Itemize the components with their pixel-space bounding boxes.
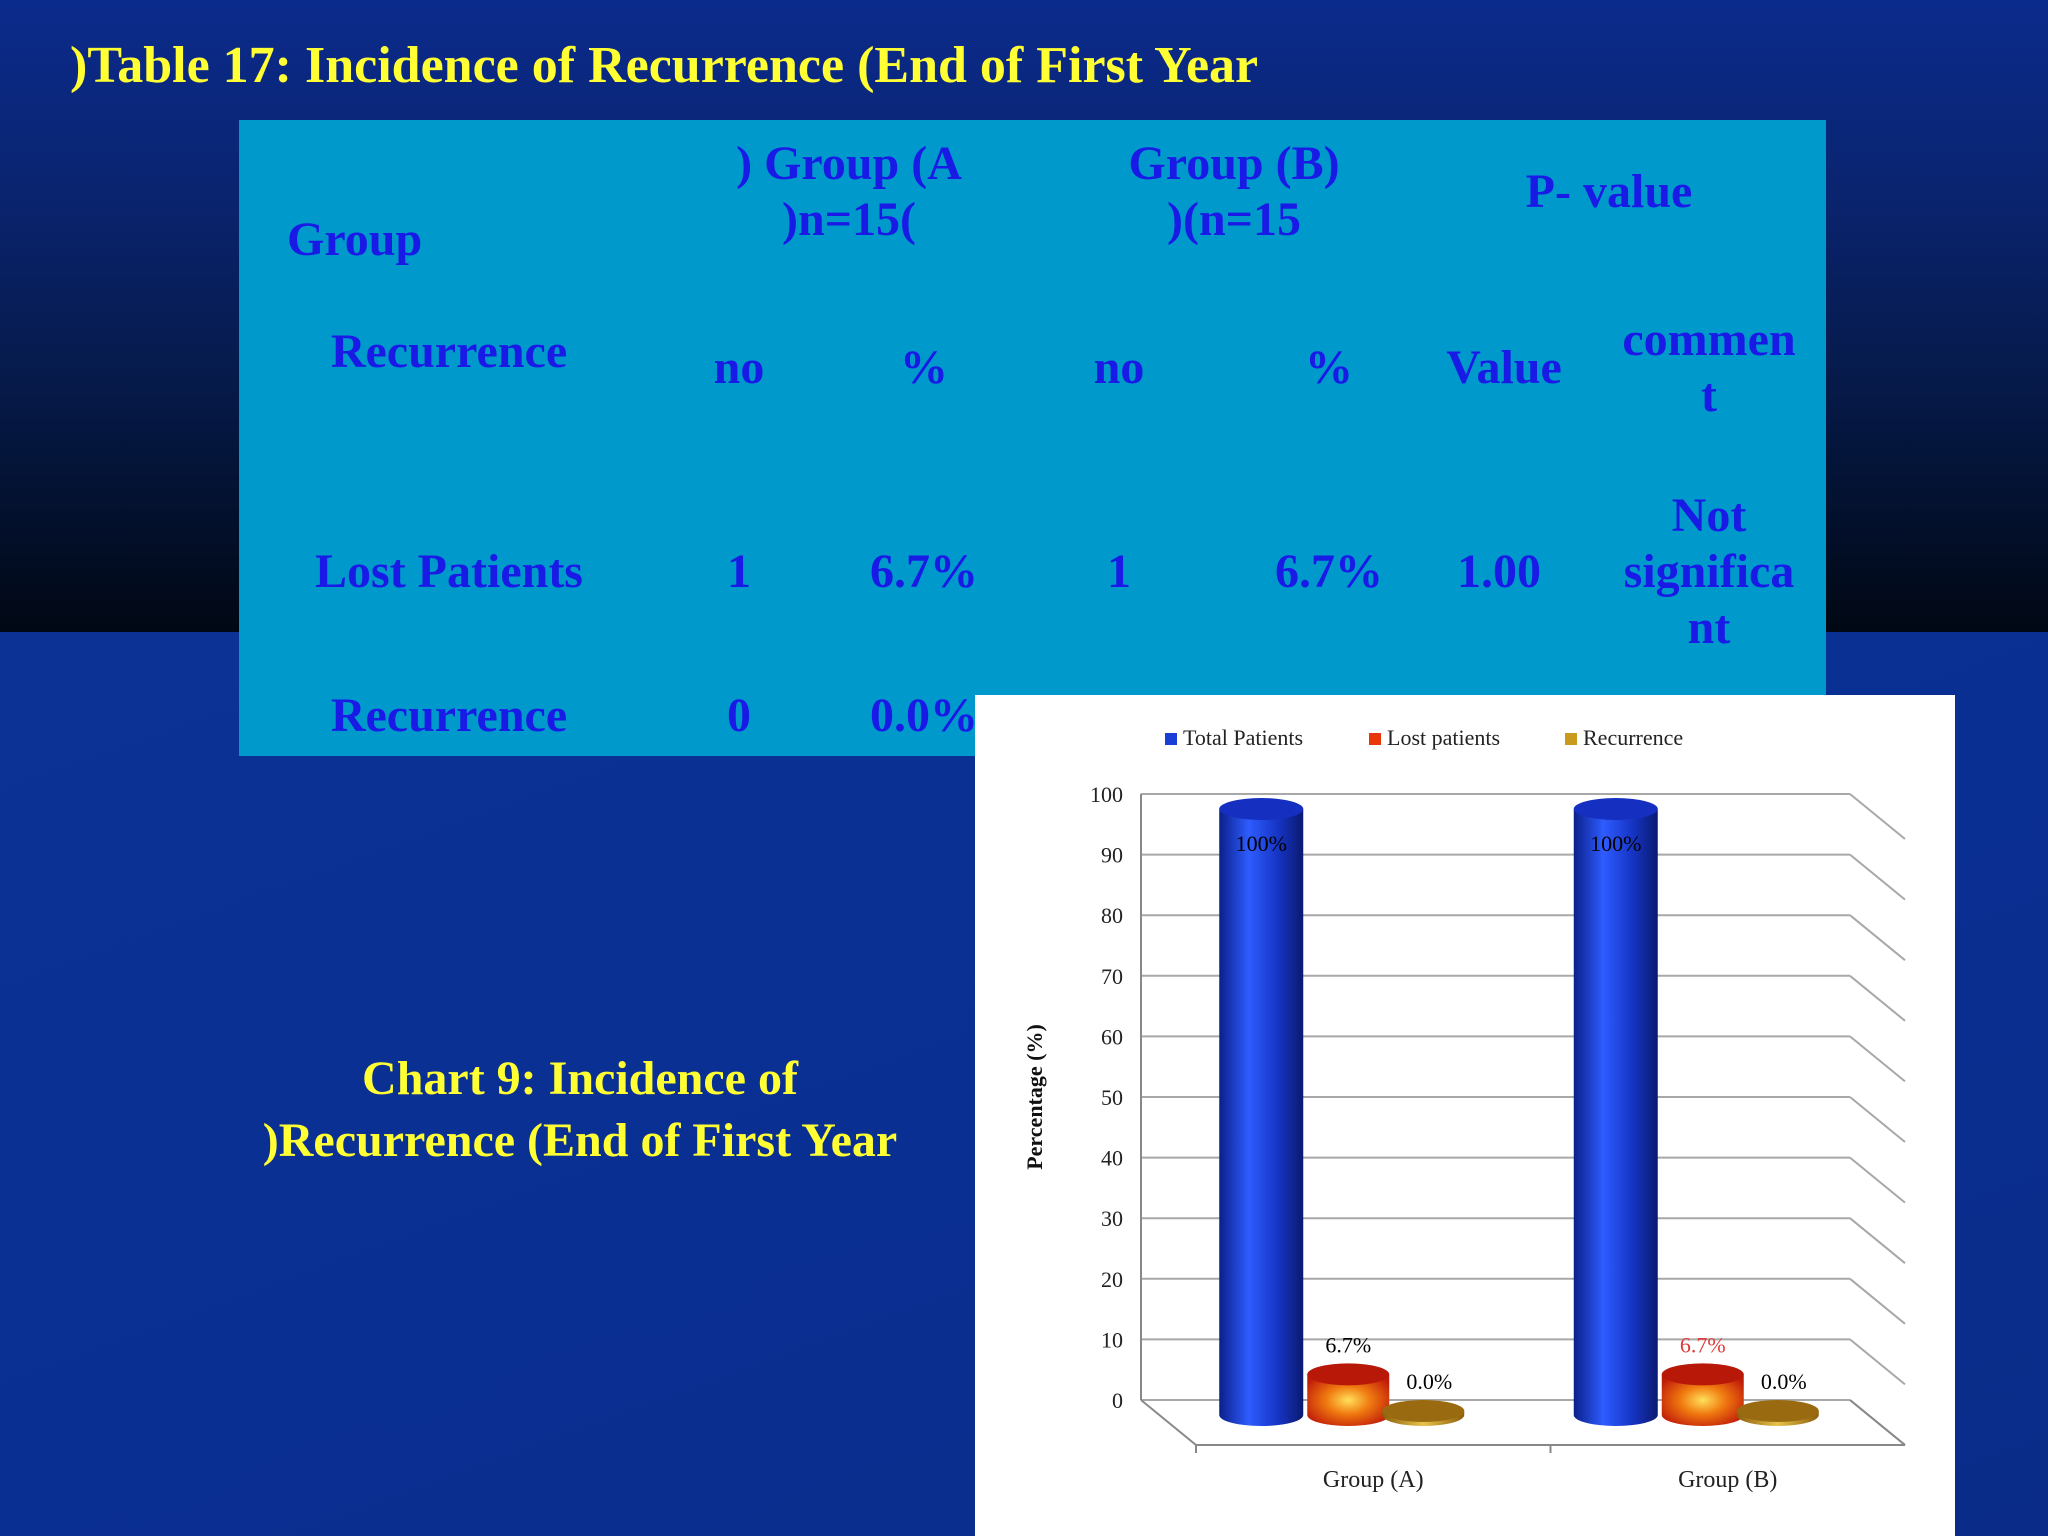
data-label: 0.0% xyxy=(1406,1369,1452,1394)
y-tick-label: 60 xyxy=(1101,1024,1123,1049)
floor-edge-right xyxy=(1849,1399,1906,1446)
subheader-comment-line1: commen xyxy=(1622,313,1796,366)
legend-swatch xyxy=(1165,733,1177,745)
row-lost-b-pct: 6.7% xyxy=(1275,545,1383,598)
header-group-b-line2: )(n=15 xyxy=(1166,193,1301,246)
y-tick-label: 10 xyxy=(1101,1327,1123,1352)
gridline-depth xyxy=(1849,793,1906,840)
subheader-comment: commen t xyxy=(1599,312,1819,424)
y-tick-label: 20 xyxy=(1101,1267,1123,1292)
subheader-a-pct: % xyxy=(900,341,948,394)
legend-label: Total Patients xyxy=(1183,725,1303,750)
subheader-a-no: no xyxy=(713,341,765,394)
header-group-a-line1: ) Group (A xyxy=(736,137,962,190)
data-label: 6.7% xyxy=(1680,1332,1726,1357)
bar-top xyxy=(1307,1363,1390,1386)
bar xyxy=(1219,809,1304,1426)
gridline-depth xyxy=(1849,1278,1906,1325)
bar xyxy=(1573,809,1658,1426)
y-axis-label: Percentage (%) xyxy=(1022,1024,1047,1170)
x-tick-label: Group (A) xyxy=(1323,1467,1424,1493)
gridline-depth xyxy=(1849,1217,1906,1264)
row-lost-comment-line2: significa xyxy=(1623,545,1795,598)
gridline-depth xyxy=(1849,1338,1906,1386)
gridline-depth xyxy=(1849,1156,1906,1204)
header-group-b: Group (B) )(n=15 xyxy=(1054,136,1414,248)
row-lost-a-no: 1 xyxy=(727,545,751,598)
bar-top xyxy=(1219,798,1304,820)
subheader-recurrence: Recurrence xyxy=(330,325,568,378)
row-lost-a-pct: 6.7% xyxy=(870,545,978,598)
subheader-b-pct: % xyxy=(1305,341,1353,394)
legend-label: Recurrence xyxy=(1583,725,1683,750)
bar-top xyxy=(1736,1400,1819,1422)
row-lost-value: 1.00 xyxy=(1457,545,1541,598)
y-tick-label: 100 xyxy=(1090,782,1123,807)
header-pvalue: P- value xyxy=(1525,165,1693,218)
subheader-comment-line2: t xyxy=(1701,369,1717,422)
gridline-depth xyxy=(1849,1096,1906,1143)
chart-caption: Chart 9: Incidence of )Recurrence (End o… xyxy=(200,1048,960,1172)
bar-top xyxy=(1661,1363,1744,1386)
y-tick-label: 0 xyxy=(1112,1388,1123,1413)
y-tick-label: 40 xyxy=(1101,1146,1123,1171)
bar-top xyxy=(1573,798,1658,820)
row-recurrence-label: Recurrence xyxy=(330,689,568,742)
data-label: 6.7% xyxy=(1325,1332,1371,1357)
subheader-value: Value xyxy=(1446,341,1562,394)
header-group-a-line2: )n=15( xyxy=(781,193,916,246)
bar xyxy=(1307,1374,1390,1426)
row-lost-b-no: 1 xyxy=(1107,545,1131,598)
row-lost-comment-line1: Not xyxy=(1671,489,1747,542)
y-tick-label: 90 xyxy=(1101,843,1123,868)
chart-caption-line2: )Recurrence (End of First Year xyxy=(262,1114,898,1167)
data-label: 0.0% xyxy=(1761,1369,1807,1394)
data-label: 100% xyxy=(1590,831,1641,856)
data-label: 100% xyxy=(1236,831,1287,856)
y-tick-label: 70 xyxy=(1101,964,1123,989)
gridline-depth xyxy=(1849,853,1906,901)
legend-label: Lost patients xyxy=(1387,725,1500,750)
y-tick-label: 50 xyxy=(1101,1085,1123,1110)
y-tick-label: 80 xyxy=(1101,903,1123,928)
legend-swatch xyxy=(1369,733,1381,745)
header-group-b-line1: Group (B) xyxy=(1128,137,1340,190)
recurrence-table: Group ) Group (A )n=15( Group (B) )(n=15… xyxy=(239,120,1826,756)
row-lost-comment: Not significa nt xyxy=(1599,488,1819,656)
bar-top xyxy=(1382,1400,1465,1422)
gridline-depth xyxy=(1849,914,1906,961)
y-tick-label: 30 xyxy=(1101,1206,1123,1231)
gridline-depth xyxy=(1849,1035,1906,1083)
bar xyxy=(1661,1374,1744,1426)
row-lost-label: Lost Patients xyxy=(315,545,583,598)
legend-swatch xyxy=(1565,733,1577,745)
subheader-b-no: no xyxy=(1093,341,1145,394)
slide-title: )Table 17: Incidence of Recurrence (End … xyxy=(70,37,1259,94)
chart-caption-line1: Chart 9: Incidence of xyxy=(362,1052,798,1105)
floor-edge-left xyxy=(1140,1399,1197,1446)
header-group-label: Group xyxy=(287,213,423,266)
bar-chart: 0 10 20 30 40 50 60 70 80 90 100 Percentage (%) Grou… xyxy=(1022,725,1906,1493)
header-group-a: ) Group (A )n=15( xyxy=(669,136,1029,248)
row-recurrence-a-no: 0 xyxy=(727,689,751,742)
row-recurrence-a-pct: 0.0% xyxy=(870,689,978,742)
gridline-depth xyxy=(1849,975,1906,1022)
x-tick-label: Group (B) xyxy=(1678,1467,1777,1493)
chart-panel: 0 10 20 30 40 50 60 70 80 90 100 Percentage (%) Grou… xyxy=(975,695,1955,1536)
row-lost-comment-line3: nt xyxy=(1687,601,1731,654)
